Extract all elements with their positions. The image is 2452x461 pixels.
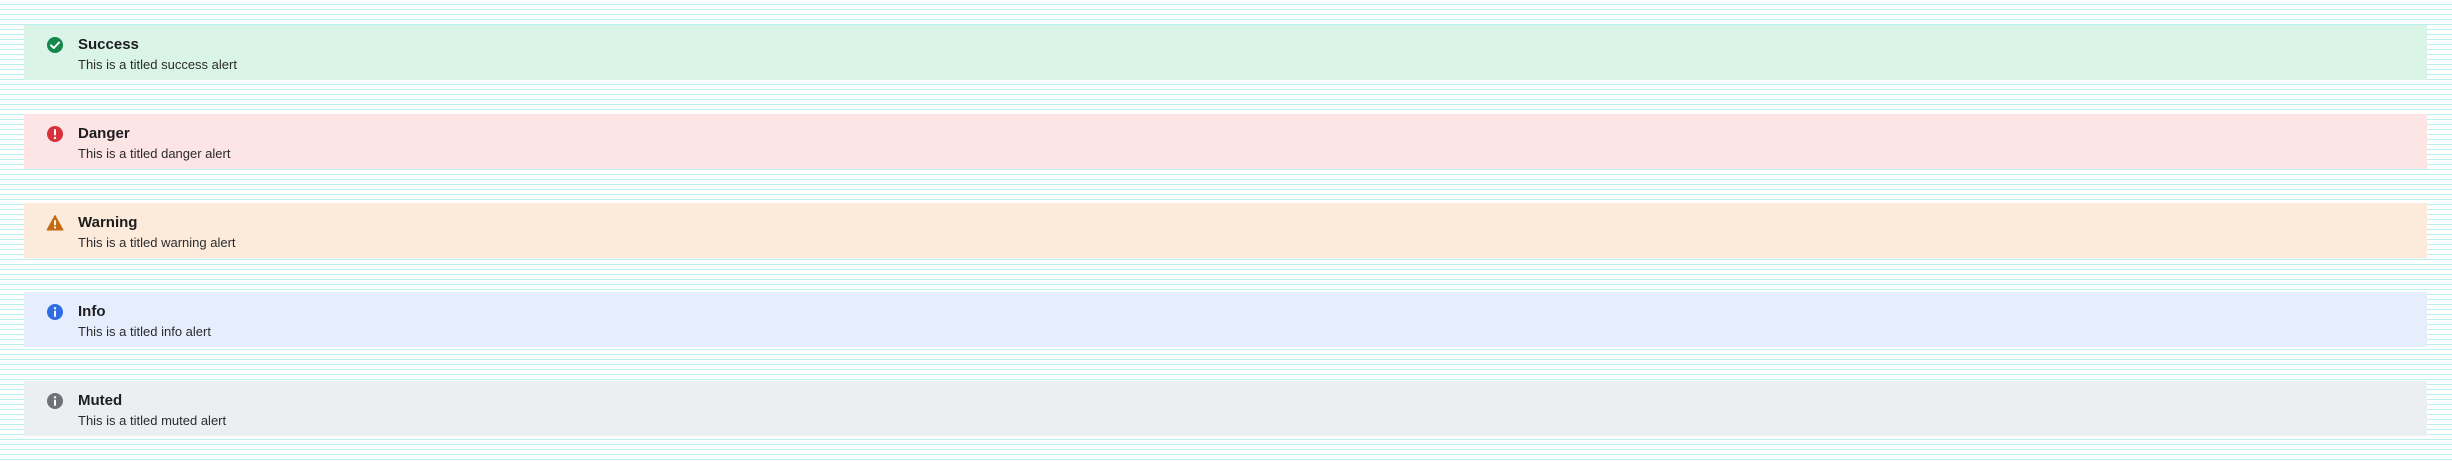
alert-title: Danger [78, 125, 130, 142]
info-circle-icon [46, 303, 64, 321]
alert-message: This is a titled warning alert [78, 235, 236, 250]
alert-title: Success [78, 36, 139, 53]
alert-stack: Success This is a titled success alert D… [24, 25, 2427, 436]
alert-message: This is a titled info alert [78, 324, 211, 339]
warning-alert: Warning This is a titled warning alert [24, 203, 2427, 258]
warning-triangle-icon [46, 214, 64, 232]
alert-message: This is a titled danger alert [78, 146, 231, 161]
info-alert: Info This is a titled info alert [24, 292, 2427, 347]
alert-message: This is a titled muted alert [78, 413, 227, 428]
alert-title: Muted [78, 392, 123, 409]
alert-message: This is a titled success alert [78, 57, 237, 72]
exclamation-circle-icon [46, 125, 64, 143]
alert-title: Info [78, 303, 106, 320]
check-circle-icon [46, 36, 64, 54]
alert-title: Warning [78, 214, 138, 231]
success-alert: Success This is a titled success alert [24, 25, 2427, 80]
info-circle-icon [46, 392, 64, 410]
muted-alert: Muted This is a titled muted alert [24, 381, 2427, 436]
danger-alert: Danger This is a titled danger alert [24, 114, 2427, 169]
